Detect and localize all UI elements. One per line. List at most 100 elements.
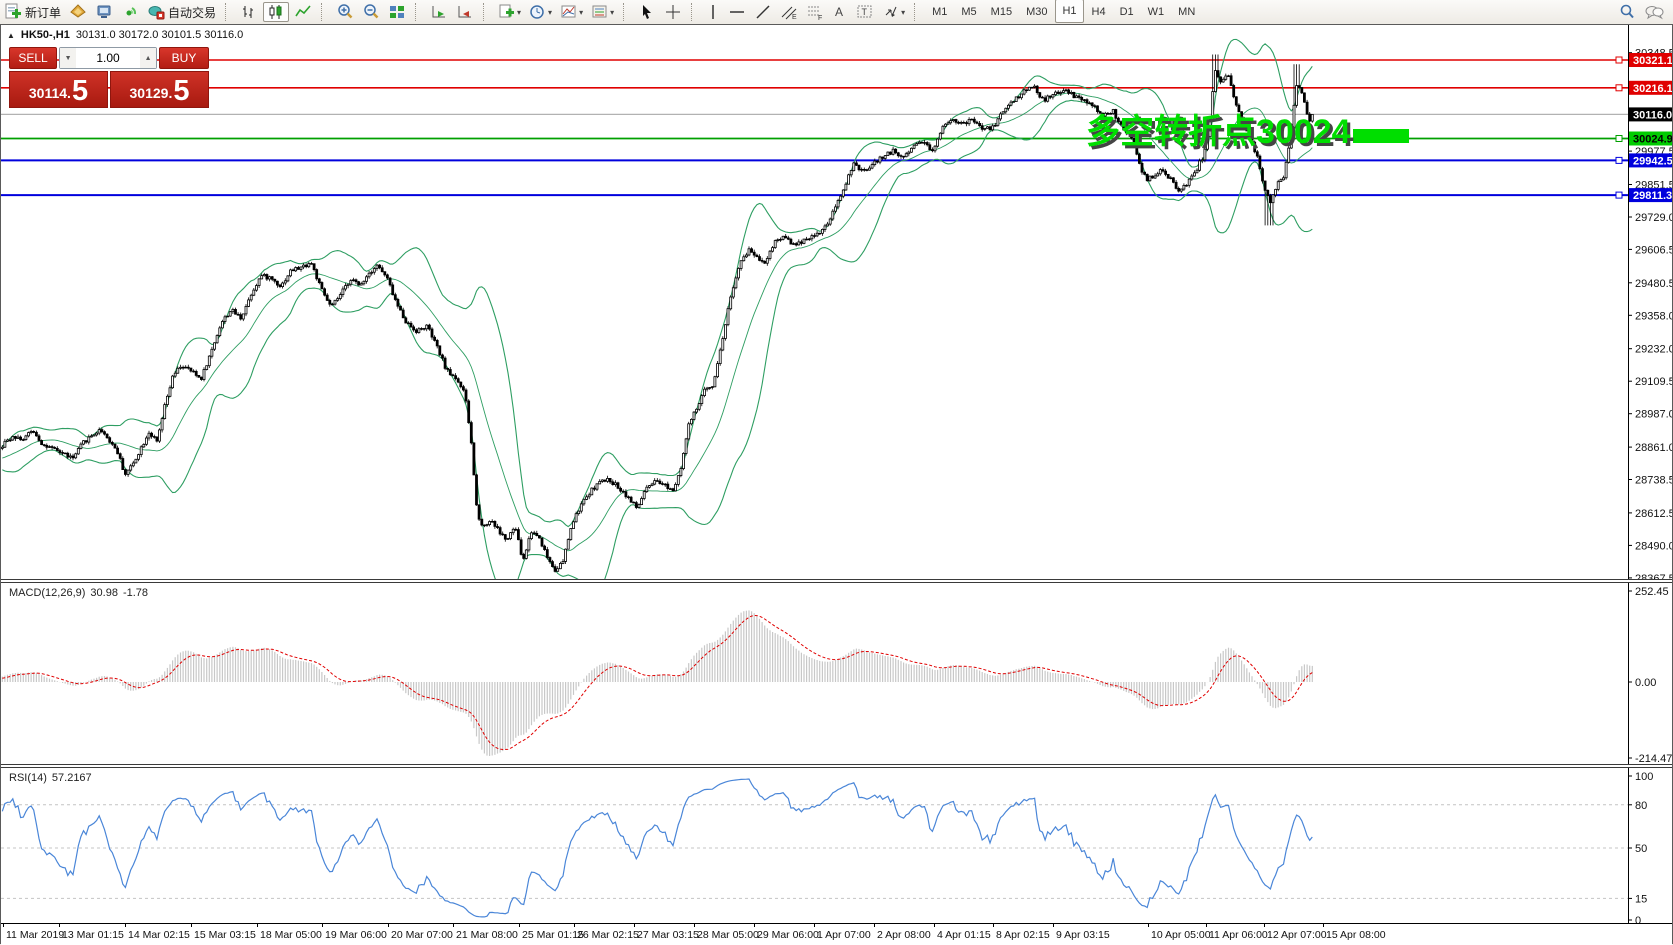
date-tick	[3, 924, 4, 927]
macd-label-row: MACD(12,26,9)30.98-1.78	[9, 587, 153, 599]
date-label: 11 Mar 2019	[6, 929, 64, 941]
date-tick	[1206, 924, 1207, 927]
autotrading-button[interactable]: 自动交易	[144, 1, 219, 23]
date-label: 13 Mar 01:15	[62, 929, 124, 941]
signals-icon[interactable]	[118, 1, 142, 23]
metaeditor-icon[interactable]	[66, 1, 90, 23]
svg-text:F: F	[818, 15, 822, 21]
arrows-tool-dropdown[interactable]: ▾	[879, 1, 908, 23]
toolbar-grip	[483, 3, 491, 21]
zoom-out-icon[interactable]	[359, 1, 383, 23]
toolbar-grip	[914, 3, 922, 21]
date-tick	[257, 924, 258, 927]
candle-chart-type-icon[interactable]	[263, 2, 289, 22]
timeframe-d1[interactable]: D1	[1114, 0, 1140, 25]
svg-text:30321.1: 30321.1	[1633, 55, 1672, 67]
timeframe-m30[interactable]: M30	[1020, 0, 1053, 25]
search-icon[interactable]	[1615, 1, 1639, 23]
date-tick	[934, 924, 935, 927]
collapse-panel-arrow[interactable]: ▲	[7, 31, 15, 40]
svg-text:28490.0: 28490.0	[1635, 540, 1672, 552]
date-tick	[191, 924, 192, 927]
rsi-value: 57.2167	[52, 772, 92, 784]
bar-chart-type-icon[interactable]	[237, 1, 261, 23]
timeframe-m1[interactable]: M1	[926, 0, 953, 25]
crosshair-tool-icon[interactable]	[661, 1, 685, 23]
timeframe-h1[interactable]: H1	[1055, 0, 1083, 23]
svg-text:28738.5: 28738.5	[1635, 475, 1672, 487]
timeframe-m15[interactable]: M15	[985, 0, 1018, 25]
text-label-tool-icon[interactable]: T	[853, 1, 877, 23]
new-order-button[interactable]: 新订单	[1, 1, 64, 23]
timeframe-h4[interactable]: H4	[1086, 0, 1112, 25]
tile-windows-icon[interactable]	[385, 1, 409, 23]
volume-increase-button[interactable]: ▲	[140, 48, 156, 68]
chat-icon[interactable]	[1641, 1, 1667, 23]
chart-shift-icon[interactable]	[453, 1, 477, 23]
svg-text:80: 80	[1635, 800, 1647, 812]
main-toolbar: 新订单 自动交易 ▾ ▾	[0, 0, 1673, 25]
svg-text:28987.0: 28987.0	[1635, 409, 1672, 421]
buy-price-box[interactable]: 30129.5	[110, 71, 209, 108]
text-tool-icon[interactable]: A	[829, 1, 851, 23]
svg-text:E: E	[792, 14, 797, 21]
line-chart-type-icon[interactable]	[291, 1, 315, 23]
timeframe-w1[interactable]: W1	[1142, 0, 1171, 25]
timeframe-m5[interactable]: M5	[955, 0, 982, 25]
zoom-in-icon[interactable]	[333, 1, 357, 23]
rsi-label: RSI(14)	[9, 772, 47, 784]
volume-decrease-button[interactable]: ▼	[60, 48, 76, 68]
rsi-label-row: RSI(14) 57.2167	[9, 772, 97, 784]
svg-text:29729.0: 29729.0	[1635, 212, 1672, 224]
fibonacci-tool-icon[interactable]: F	[803, 1, 827, 23]
svg-text:29606.5: 29606.5	[1635, 244, 1672, 256]
timeframe-mn[interactable]: MN	[1172, 0, 1201, 25]
date-label: 15 Mar 03:15	[194, 929, 256, 941]
templates-dropdown[interactable]: ▾	[588, 1, 617, 23]
cursor-tool-icon[interactable]	[635, 1, 659, 23]
svg-text:252.45: 252.45	[1635, 586, 1669, 598]
svg-text:T: T	[862, 7, 868, 17]
svg-text:29358.0: 29358.0	[1635, 310, 1672, 322]
macd-signal-value: -1.78	[123, 587, 148, 599]
svg-text:30216.1: 30216.1	[1633, 83, 1672, 95]
svg-text:28612.5: 28612.5	[1635, 508, 1672, 520]
period-dropdown[interactable]: ▾	[526, 1, 555, 23]
sell-button[interactable]: SELL	[9, 47, 57, 69]
new-chart-dropdown[interactable]: ▾	[495, 1, 524, 23]
svg-text:30024.9: 30024.9	[1633, 134, 1672, 146]
new-order-label: 新订单	[25, 4, 61, 21]
main-price-chart[interactable]: 多空转折点30024多空转折点3002430348.529977.529851.…	[1, 25, 1672, 579]
macd-indicator-panel[interactable]: 252.450.00-214.47	[1, 583, 1672, 764]
svg-text:0.00: 0.00	[1635, 677, 1656, 689]
auto-scroll-icon[interactable]	[427, 1, 451, 23]
buy-price: 30129.	[130, 80, 173, 106]
trendline-tool-icon[interactable]	[751, 1, 775, 23]
date-tick	[1264, 924, 1265, 927]
svg-text:30116.0: 30116.0	[1633, 109, 1672, 121]
indicators-dropdown[interactable]: ▾	[557, 1, 586, 23]
equidistant-channel-tool-icon[interactable]: E	[777, 1, 801, 23]
date-label: 1 Apr 07:00	[817, 929, 871, 941]
vertical-line-tool-icon[interactable]	[703, 1, 723, 23]
date-label: 27 Mar 03:15	[637, 929, 699, 941]
svg-text:29811.3: 29811.3	[1633, 190, 1672, 202]
sell-price-box[interactable]: 30114.5	[9, 71, 108, 108]
terminal-icon[interactable]	[92, 1, 116, 23]
buy-button[interactable]: BUY	[159, 47, 209, 69]
volume-input[interactable]	[76, 50, 140, 66]
sell-price: 30114.	[29, 80, 71, 106]
horizontal-line-tool-icon[interactable]	[725, 1, 749, 23]
date-tick	[754, 924, 755, 927]
toolbar-grip	[415, 3, 423, 21]
date-label: 2 Apr 08:00	[877, 929, 931, 941]
svg-text:多空转折点30024: 多空转折点30024	[1086, 113, 1351, 151]
date-label: 15 Apr 08:00	[1326, 929, 1386, 941]
svg-text:50: 50	[1635, 843, 1647, 855]
autotrading-label: 自动交易	[168, 4, 216, 21]
date-tick	[574, 924, 575, 927]
date-label: 25 Mar 01:15	[522, 929, 584, 941]
macd-label: MACD(12,26,9)	[9, 587, 85, 599]
